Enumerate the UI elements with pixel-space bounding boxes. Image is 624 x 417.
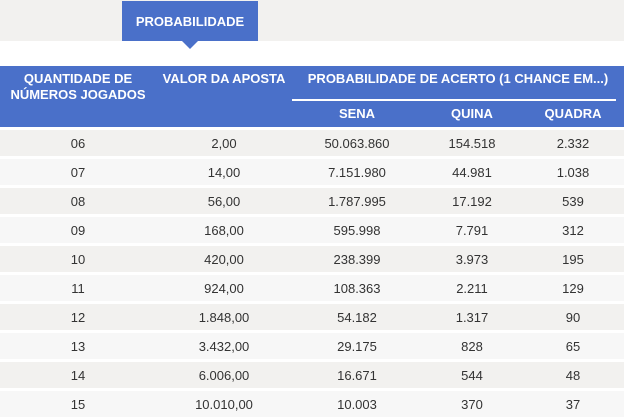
header-valor: VALOR DA APOSTA — [156, 66, 292, 129]
cell-quadra: 195 — [522, 245, 624, 274]
probability-table: QUANTIDADE DE NÚMEROS JOGADOS VALOR DA A… — [0, 66, 624, 417]
cell-sena: 7.151.980 — [292, 158, 422, 187]
cell-quadra: 1.038 — [522, 158, 624, 187]
cell-valor: 420,00 — [156, 245, 292, 274]
cell-quina: 1.317 — [422, 303, 522, 332]
cell-sena: 238.399 — [292, 245, 422, 274]
cell-qtd: 13 — [0, 332, 156, 361]
cell-quadra: 37 — [522, 390, 624, 417]
cell-quadra: 312 — [522, 216, 624, 245]
cell-sena: 50.063.860 — [292, 129, 422, 158]
cell-qtd: 08 — [0, 187, 156, 216]
cell-valor: 14,00 — [156, 158, 292, 187]
cell-quina: 2.211 — [422, 274, 522, 303]
cell-qtd: 07 — [0, 158, 156, 187]
header-quadra: QUADRA — [522, 101, 624, 129]
cell-quadra: 129 — [522, 274, 624, 303]
cell-quina: 7.791 — [422, 216, 522, 245]
tab-strip: PROBABILIDADE — [0, 0, 624, 41]
cell-qtd: 15 — [0, 390, 156, 417]
cell-valor: 10.010,00 — [156, 390, 292, 417]
cell-quina: 544 — [422, 361, 522, 390]
active-tab-pointer — [182, 41, 198, 49]
cell-valor: 6.006,00 — [156, 361, 292, 390]
cell-quina: 3.973 — [422, 245, 522, 274]
cell-quadra: 539 — [522, 187, 624, 216]
header-probabilidade-label: PROBABILIDADE DE ACERTO (1 CHANCE EM...) — [308, 71, 608, 86]
cell-sena: 595.998 — [292, 216, 422, 245]
cell-quadra: 90 — [522, 303, 624, 332]
tab-probabilidade[interactable]: PROBABILIDADE — [122, 1, 258, 41]
cell-valor: 168,00 — [156, 216, 292, 245]
cell-valor: 3.432,00 — [156, 332, 292, 361]
tab-label: PROBABILIDADE — [136, 14, 244, 29]
cell-qtd: 06 — [0, 129, 156, 158]
cell-sena: 1.787.995 — [292, 187, 422, 216]
cell-quina: 44.981 — [422, 158, 522, 187]
cell-valor: 2,00 — [156, 129, 292, 158]
cell-qtd: 09 — [0, 216, 156, 245]
cell-qtd: 11 — [0, 274, 156, 303]
header-quina: QUINA — [422, 101, 522, 129]
cell-qtd: 10 — [0, 245, 156, 274]
header-probabilidade: PROBABILIDADE DE ACERTO (1 CHANCE EM...) — [292, 66, 624, 101]
cell-sena: 54.182 — [292, 303, 422, 332]
cell-sena: 10.003 — [292, 390, 422, 417]
cell-quadra: 2.332 — [522, 129, 624, 158]
cell-quina: 828 — [422, 332, 522, 361]
cell-sena: 108.363 — [292, 274, 422, 303]
header-divider — [292, 99, 616, 101]
cell-qtd: 12 — [0, 303, 156, 332]
header-sena: SENA — [292, 101, 422, 129]
cell-valor: 924,00 — [156, 274, 292, 303]
cell-qtd: 14 — [0, 361, 156, 390]
cell-quina: 370 — [422, 390, 522, 417]
cell-valor: 1.848,00 — [156, 303, 292, 332]
cell-quina: 17.192 — [422, 187, 522, 216]
cell-quadra: 48 — [522, 361, 624, 390]
cell-quina: 154.518 — [422, 129, 522, 158]
cell-quadra: 65 — [522, 332, 624, 361]
cell-sena: 16.671 — [292, 361, 422, 390]
cell-valor: 56,00 — [156, 187, 292, 216]
header-quantidade: QUANTIDADE DE NÚMEROS JOGADOS — [0, 66, 156, 129]
cell-sena: 29.175 — [292, 332, 422, 361]
